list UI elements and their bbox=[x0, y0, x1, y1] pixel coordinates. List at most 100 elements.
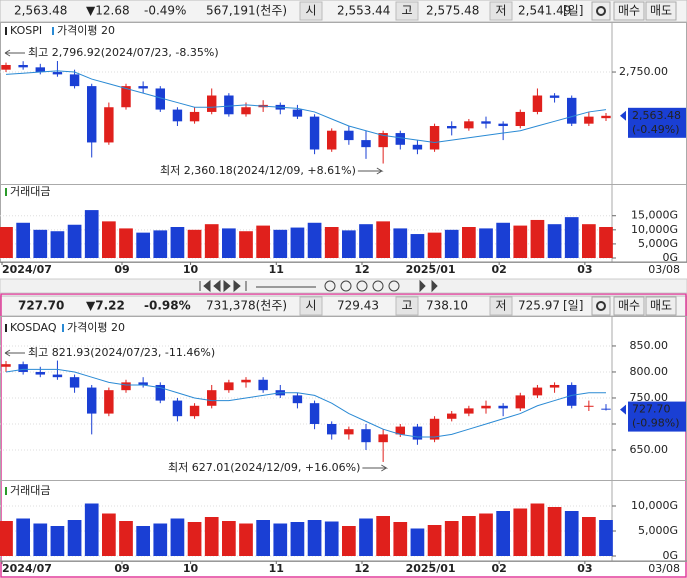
header-pct: -0.49% bbox=[144, 4, 186, 18]
candle-body bbox=[309, 403, 320, 424]
volume-bar bbox=[599, 520, 613, 556]
header-label: 저 bbox=[495, 4, 506, 18]
buy-button[interactable] bbox=[613, 296, 645, 316]
volume-bar bbox=[410, 234, 425, 258]
volume-bar bbox=[170, 227, 185, 258]
volume-bar bbox=[359, 224, 373, 258]
candle-body bbox=[172, 400, 183, 417]
candle-body bbox=[498, 123, 508, 127]
x-tick-label: 2025/01 bbox=[406, 562, 456, 575]
candle-body bbox=[584, 405, 594, 407]
volume-bar bbox=[102, 513, 116, 556]
header-price: 2,563.48 bbox=[14, 4, 67, 18]
price-marker bbox=[628, 401, 686, 432]
candle-body bbox=[464, 408, 474, 414]
volume-bar bbox=[307, 520, 322, 556]
candle-body bbox=[429, 418, 440, 440]
candle-body bbox=[412, 426, 423, 440]
settings-button[interactable] bbox=[591, 1, 611, 21]
volume-bar bbox=[16, 222, 30, 258]
candle-body bbox=[104, 107, 114, 143]
legend-marker bbox=[52, 27, 54, 35]
volume-bar bbox=[342, 526, 356, 556]
zoom-button[interactable] bbox=[356, 280, 368, 292]
zoom-button[interactable] bbox=[388, 280, 400, 292]
zoom-button[interactable] bbox=[324, 280, 336, 292]
x-tick-label: 2024/07 bbox=[2, 562, 52, 575]
volume-bar bbox=[187, 229, 202, 258]
ma-legend: 가격이평 20 bbox=[67, 321, 125, 334]
x-tick-label: 11 bbox=[269, 263, 284, 276]
candle-body bbox=[292, 395, 303, 404]
header-high: 2,575.48 bbox=[426, 4, 479, 18]
header-label: 고 bbox=[401, 299, 412, 313]
x-tick-label: 10 bbox=[183, 562, 199, 575]
candle-body bbox=[515, 111, 525, 127]
volume-bar bbox=[222, 521, 236, 556]
volume-bar bbox=[427, 232, 442, 258]
volume-bar bbox=[496, 222, 510, 258]
chart-name: KOSPI bbox=[10, 24, 42, 37]
gear-icon bbox=[596, 6, 606, 16]
sell-button[interactable] bbox=[645, 1, 677, 21]
volume-bar bbox=[462, 516, 476, 556]
candle-body bbox=[1, 364, 11, 367]
ma-line bbox=[5, 368, 606, 438]
volume-bar bbox=[153, 230, 168, 258]
header-change: ▼7.22 bbox=[86, 299, 125, 313]
volume-tick-label: 15,000G bbox=[631, 209, 678, 222]
volume-bar bbox=[564, 217, 579, 258]
volume-bar bbox=[530, 503, 545, 556]
zoom-button[interactable] bbox=[372, 280, 384, 292]
zoom-button[interactable] bbox=[340, 280, 352, 292]
legend-marker bbox=[5, 324, 7, 332]
label-box bbox=[395, 1, 419, 21]
volume-bar bbox=[239, 231, 253, 258]
volume-bar bbox=[102, 221, 116, 258]
candle-body bbox=[258, 379, 268, 391]
sell-label: 매도 bbox=[650, 299, 672, 313]
toolbar-bg bbox=[0, 278, 687, 294]
volume-bar bbox=[479, 228, 493, 258]
volume-bar bbox=[359, 518, 373, 556]
volume-title: 거래대금 bbox=[10, 185, 50, 198]
candle-body bbox=[189, 405, 200, 417]
sell-button[interactable] bbox=[645, 296, 677, 316]
candle-body bbox=[412, 144, 423, 150]
legend-marker bbox=[5, 487, 7, 495]
candle-body bbox=[378, 133, 388, 148]
candle-body bbox=[601, 115, 611, 119]
buy-button[interactable] bbox=[613, 1, 645, 21]
volume-bar bbox=[290, 522, 305, 556]
settings-button[interactable] bbox=[591, 296, 611, 316]
volume-bar bbox=[256, 520, 270, 556]
x-tick-label: 2024/07 bbox=[2, 263, 52, 276]
buy-label: 매수 bbox=[618, 299, 640, 313]
volume-tick-label: 10,000G bbox=[631, 499, 678, 512]
volume-bar bbox=[462, 227, 476, 258]
max-annotation: 최고 2,796.92(2024/07/23, -8.35%) bbox=[28, 46, 219, 59]
toolbar-icons[interactable] bbox=[199, 279, 438, 293]
max-annotation: 최고 821.93(2024/07/23, -11.46%) bbox=[28, 346, 215, 359]
candle-body bbox=[18, 64, 28, 68]
candle-body bbox=[395, 133, 405, 145]
candle-body bbox=[224, 382, 234, 391]
volume-bar bbox=[239, 523, 253, 556]
candle-body bbox=[344, 429, 354, 435]
volume-bar bbox=[16, 518, 30, 556]
volume-bar bbox=[324, 227, 339, 258]
candle-body bbox=[567, 97, 577, 124]
header-open: 729.43 bbox=[337, 299, 379, 313]
candle-body bbox=[87, 387, 97, 414]
legend-marker bbox=[62, 324, 64, 332]
candle-body bbox=[584, 116, 594, 124]
candle-body bbox=[104, 390, 114, 414]
price-marker-arrow bbox=[620, 110, 626, 121]
volume-tick-label: 0G bbox=[662, 251, 678, 264]
header-period: [일] bbox=[563, 299, 583, 313]
volume-bar bbox=[67, 520, 82, 556]
label-box bbox=[395, 296, 419, 316]
volume-bar bbox=[187, 522, 202, 556]
x-tick-label: 10 bbox=[183, 263, 199, 276]
label-box bbox=[489, 296, 513, 316]
